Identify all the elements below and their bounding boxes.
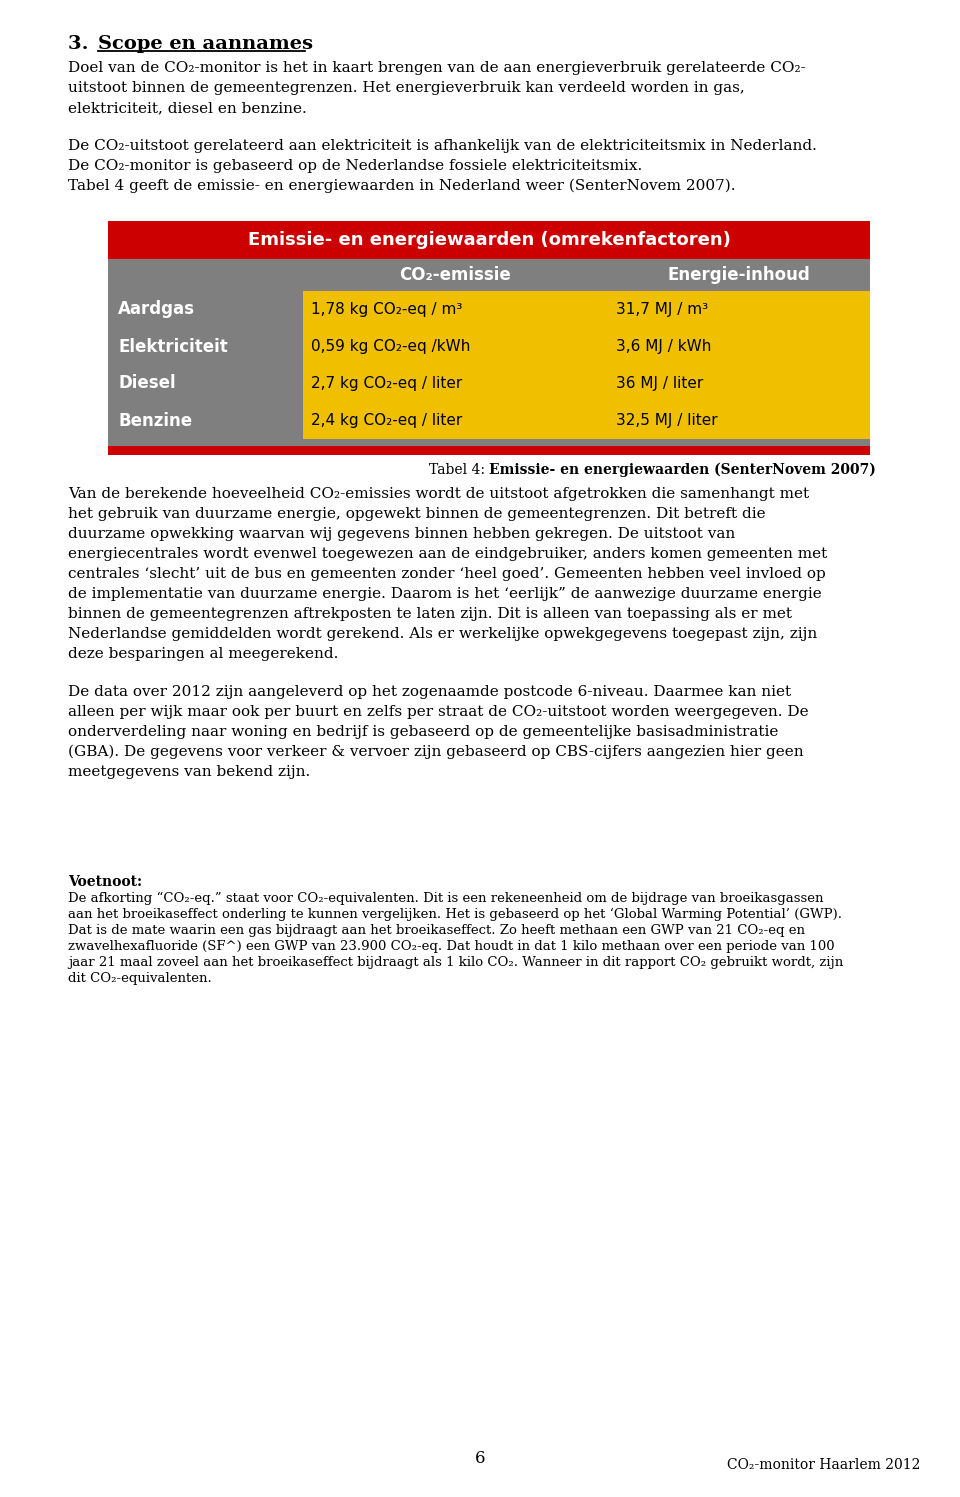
Text: Elektriciteit: Elektriciteit <box>118 337 228 355</box>
Text: Nederlandse gemiddelden wordt gerekend. Als er werkelijke opwekgegevens toegepas: Nederlandse gemiddelden wordt gerekend. … <box>68 627 817 641</box>
Bar <box>303 290 608 328</box>
Bar <box>108 222 870 259</box>
Text: Energie-inhoud: Energie-inhoud <box>667 266 810 284</box>
Text: Emissie- en energiewaarden (omrekenfactoren): Emissie- en energiewaarden (omrekenfacto… <box>248 231 731 249</box>
Bar <box>303 328 608 365</box>
Text: CO₂-emissie: CO₂-emissie <box>399 266 512 284</box>
Bar <box>108 365 303 403</box>
Bar <box>608 365 870 403</box>
Text: zwavelhexafluoride (SF^) een GWP van 23.900 CO₂-eq. Dat houdt in dat 1 kilo meth: zwavelhexafluoride (SF^) een GWP van 23.… <box>68 940 834 954</box>
Bar <box>608 328 870 365</box>
Text: aan het broeikaseffect onderling te kunnen vergelijken. Het is gebaseerd op het : aan het broeikaseffect onderling te kunn… <box>68 909 842 921</box>
Text: 32,5 MJ / liter: 32,5 MJ / liter <box>616 413 718 428</box>
Bar <box>108 446 870 455</box>
Text: Aardgas: Aardgas <box>118 301 195 319</box>
Text: De CO₂-uitstoot gerelateerd aan elektriciteit is afhankelijk van de elektricitei: De CO₂-uitstoot gerelateerd aan elektric… <box>68 139 817 153</box>
Text: 0,59 kg CO₂-eq /kWh: 0,59 kg CO₂-eq /kWh <box>311 338 470 353</box>
Text: Doel van de CO₂-monitor is het in kaart brengen van de aan energieverbruik gerel: Doel van de CO₂-monitor is het in kaart … <box>68 61 805 75</box>
Text: 3.: 3. <box>68 34 102 52</box>
Text: de implementatie van duurzame energie. Daarom is het ‘eerlijk” de aanwezige duur: de implementatie van duurzame energie. D… <box>68 587 822 600</box>
Bar <box>303 365 608 403</box>
Text: dit CO₂-equivalenten.: dit CO₂-equivalenten. <box>68 972 212 985</box>
Bar <box>608 290 870 328</box>
Text: Tabel 4 geeft de emissie- en energiewaarden in Nederland weer (SenterNovem 2007): Tabel 4 geeft de emissie- en energiewaar… <box>68 180 735 193</box>
Bar <box>608 403 870 439</box>
Text: Tabel 4:: Tabel 4: <box>428 463 489 478</box>
Text: centrales ‘slecht’ uit de bus en gemeenten zonder ‘heel goed’. Gemeenten hebben : centrales ‘slecht’ uit de bus en gemeent… <box>68 567 826 581</box>
Text: elektriciteit, diesel en benzine.: elektriciteit, diesel en benzine. <box>68 100 307 115</box>
Text: Dat is de mate waarin een gas bijdraagt aan het broeikaseffect. Zo heeft methaan: Dat is de mate waarin een gas bijdraagt … <box>68 924 805 937</box>
Text: meetgegevens van bekend zijn.: meetgegevens van bekend zijn. <box>68 765 310 778</box>
Text: 1,78 kg CO₂-eq / m³: 1,78 kg CO₂-eq / m³ <box>311 302 463 317</box>
Text: onderverdeling naar woning en bedrijf is gebaseerd op de gemeentelijke basisadmi: onderverdeling naar woning en bedrijf is… <box>68 725 779 740</box>
Text: Benzine: Benzine <box>118 412 192 430</box>
Text: 31,7 MJ / m³: 31,7 MJ / m³ <box>616 302 708 317</box>
Text: De afkorting “CO₂-eq.” staat voor CO₂-equivalenten. Dit is een rekeneenheid om d: De afkorting “CO₂-eq.” staat voor CO₂-eq… <box>68 892 824 906</box>
Text: Scope en aannames: Scope en aannames <box>98 34 313 52</box>
Text: duurzame opwekking waarvan wij gegevens binnen hebben gekregen. De uitstoot van: duurzame opwekking waarvan wij gegevens … <box>68 527 735 540</box>
Text: deze besparingen al meegerekend.: deze besparingen al meegerekend. <box>68 647 338 662</box>
Text: uitstoot binnen de gemeentegrenzen. Het energieverbruik kan verdeeld worden in g: uitstoot binnen de gemeentegrenzen. Het … <box>68 81 745 94</box>
Bar <box>303 403 608 439</box>
Text: binnen de gemeentegrenzen aftrekposten te laten zijn. Dit is alleen van toepassi: binnen de gemeentegrenzen aftrekposten t… <box>68 606 792 621</box>
Text: De data over 2012 zijn aangeleverd op het zogenaamde postcode 6-niveau. Daarmee : De data over 2012 zijn aangeleverd op he… <box>68 686 791 699</box>
Bar <box>108 259 870 290</box>
Text: Emissie- en energiewaarden (SenterNovem 2007): Emissie- en energiewaarden (SenterNovem … <box>489 463 876 478</box>
Text: alleen per wijk maar ook per buurt en zelfs per straat de CO₂-uitstoot worden we: alleen per wijk maar ook per buurt en ze… <box>68 705 808 719</box>
Bar <box>108 439 870 446</box>
Text: CO₂-monitor Haarlem 2012: CO₂-monitor Haarlem 2012 <box>727 1458 920 1472</box>
Text: jaar 21 maal zoveel aan het broeikaseffect bijdraagt als 1 kilo CO₂. Wanneer in : jaar 21 maal zoveel aan het broeikaseffe… <box>68 957 843 969</box>
Text: 6: 6 <box>475 1451 485 1467</box>
Bar <box>108 290 303 328</box>
Text: 2,4 kg CO₂-eq / liter: 2,4 kg CO₂-eq / liter <box>311 413 463 428</box>
Bar <box>108 403 303 439</box>
Text: Voetnoot:: Voetnoot: <box>68 876 142 889</box>
Bar <box>108 328 303 365</box>
Text: 3,6 MJ / kWh: 3,6 MJ / kWh <box>616 338 711 353</box>
Text: Van de berekende hoeveelheid CO₂-emissies wordt de uitstoot afgetrokken die same: Van de berekende hoeveelheid CO₂-emissie… <box>68 487 809 501</box>
Text: De CO₂-monitor is gebaseerd op de Nederlandse fossiele elektriciteitsmix.: De CO₂-monitor is gebaseerd op de Nederl… <box>68 159 642 174</box>
Text: 2,7 kg CO₂-eq / liter: 2,7 kg CO₂-eq / liter <box>311 376 463 391</box>
Text: het gebruik van duurzame energie, opgewekt binnen de gemeentegrenzen. Dit betref: het gebruik van duurzame energie, opgewe… <box>68 507 766 521</box>
Text: (GBA). De gegevens voor verkeer & vervoer zijn gebaseerd op CBS-cijfers aangezie: (GBA). De gegevens voor verkeer & vervoe… <box>68 746 804 759</box>
Text: 36 MJ / liter: 36 MJ / liter <box>616 376 704 391</box>
Text: energiecentrales wordt evenwel toegewezen aan de eindgebruiker, anders komen gem: energiecentrales wordt evenwel toegeweze… <box>68 546 828 561</box>
Text: Diesel: Diesel <box>118 374 176 392</box>
